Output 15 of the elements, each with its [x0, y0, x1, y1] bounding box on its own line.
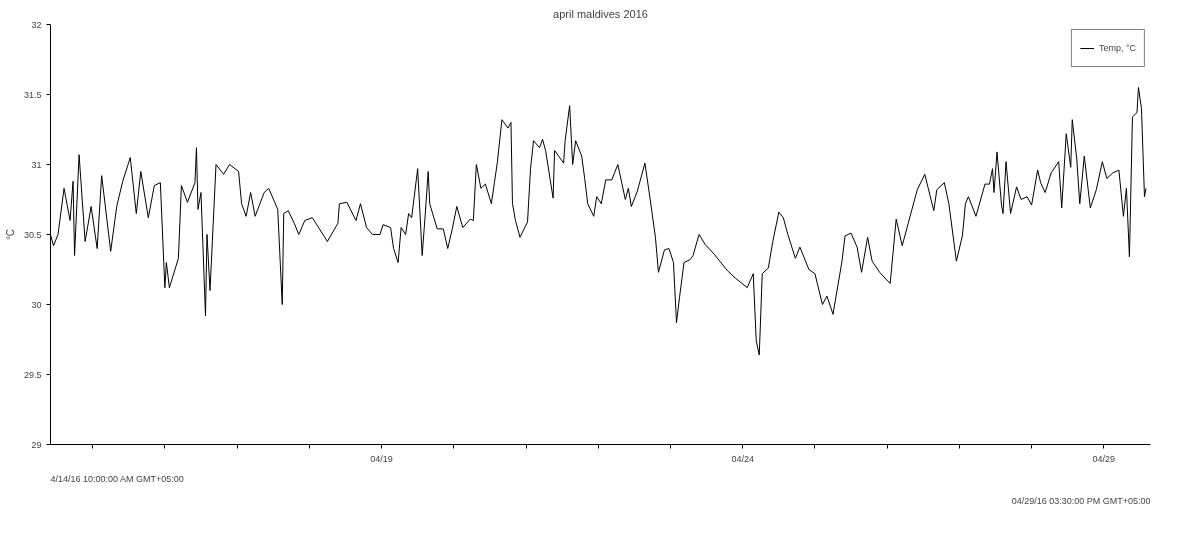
text: 4/14/16 10:00:00 AM GMT+05:00: [50, 473, 184, 484]
y-tick-label: 31: [31, 159, 42, 170]
text: 04/29/16 03:30:00 PM GMT+05:00: [1011, 495, 1151, 506]
x-tick-label: 04/24: [731, 453, 754, 464]
y-axis-title: °C: [4, 228, 16, 241]
legend-label: Temp, °C: [1098, 43, 1136, 53]
y-tick-label: 32: [31, 19, 42, 30]
y-tick-label: 29: [31, 439, 42, 450]
y-tick-label: 30.5: [23, 229, 42, 240]
y-tick-label: 30: [31, 299, 42, 310]
chart-title: april maldives 2016: [553, 7, 648, 20]
y-tick-label: 29.5: [23, 369, 42, 380]
y-tick-label: 31.5: [23, 89, 42, 100]
x-tick-label: 04/29: [1092, 453, 1116, 464]
x-tick-label: 04/19: [370, 453, 393, 464]
